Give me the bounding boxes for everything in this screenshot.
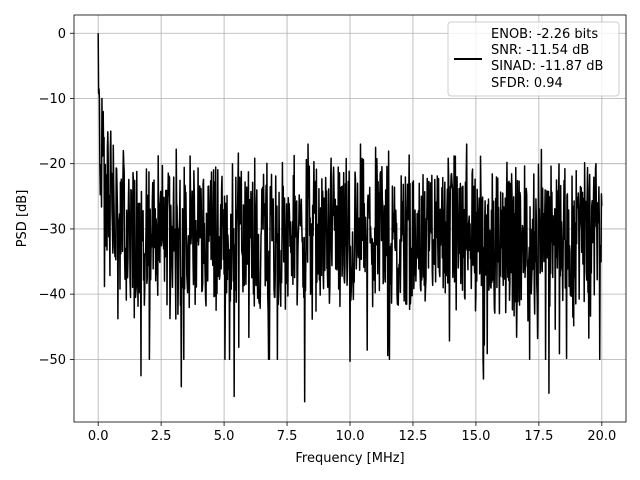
psd-series-line bbox=[97, 33, 603, 403]
y-tick-label: −30 bbox=[39, 222, 66, 237]
x-tick-label: 20.0 bbox=[587, 429, 616, 444]
x-tick-label: 5.0 bbox=[214, 429, 235, 444]
legend-sfdr: SFDR: 0.94 bbox=[491, 76, 563, 91]
x-tick-label: 7.5 bbox=[277, 429, 298, 444]
series-layer bbox=[97, 33, 603, 403]
y-tick-label: −20 bbox=[39, 157, 66, 172]
x-axis-ticks: 0.0 2.5 5.0 7.5 10.0 12.5 15.0 17.5 20.0 bbox=[88, 422, 616, 444]
x-tick-label: 0.0 bbox=[88, 429, 109, 444]
x-axis-label: Frequency [MHz] bbox=[295, 451, 404, 466]
x-tick-label: 17.5 bbox=[524, 429, 553, 444]
x-tick-label: 2.5 bbox=[151, 429, 172, 444]
legend-box bbox=[447, 21, 620, 97]
x-tick-label: 15.0 bbox=[461, 429, 490, 444]
legend-sinad: SINAD: -11.87 dB bbox=[491, 59, 603, 74]
x-tick-label: 12.5 bbox=[398, 429, 427, 444]
y-axis-ticks: 0 −10 −20 −30 −40 −50 bbox=[39, 27, 74, 368]
y-tick-label: 0 bbox=[58, 27, 66, 42]
legend-enob: ENOB: -2.26 bits bbox=[491, 27, 598, 42]
y-tick-label: −50 bbox=[39, 353, 66, 368]
legend-snr: SNR: -11.54 dB bbox=[491, 43, 589, 58]
y-tick-label: −40 bbox=[39, 288, 66, 303]
y-tick-label: −10 bbox=[39, 92, 66, 107]
x-tick-label: 10.0 bbox=[336, 429, 365, 444]
legend: ENOB: -2.26 bits SNR: -11.54 dB SINAD: -… bbox=[447, 21, 620, 97]
y-axis-label: PSD [dB] bbox=[15, 190, 30, 248]
